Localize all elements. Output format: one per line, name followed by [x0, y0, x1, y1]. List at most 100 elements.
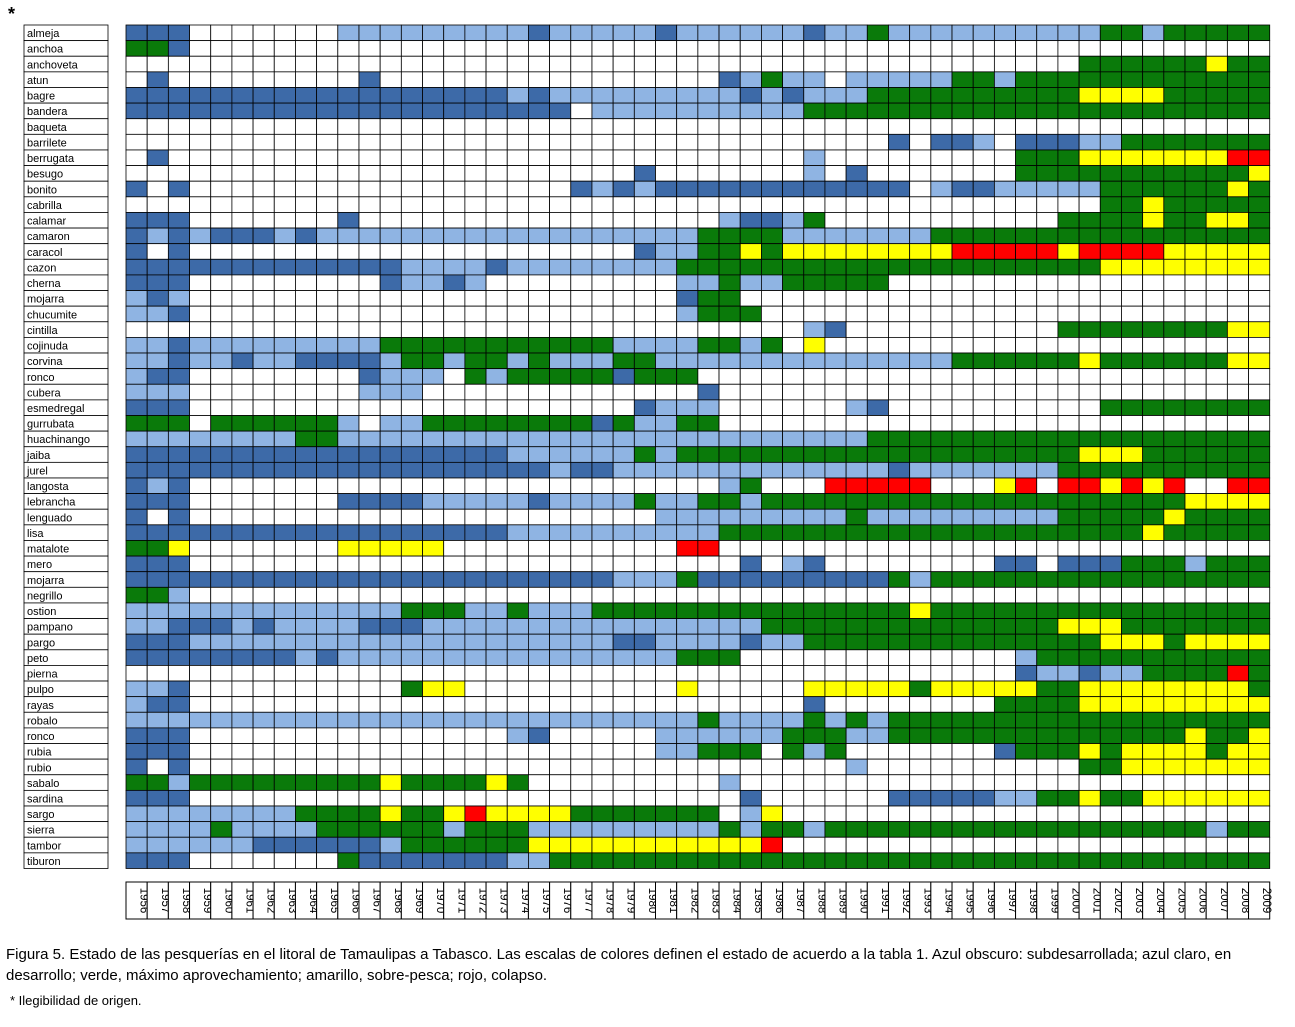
heatmap-cell — [718, 40, 741, 57]
heatmap-cell — [633, 665, 656, 682]
heatmap-cell — [337, 180, 360, 198]
heatmap-cell — [951, 571, 974, 588]
heatmap-cell — [549, 540, 572, 557]
heatmap-cell — [506, 446, 529, 463]
heatmap-cell — [1142, 555, 1165, 573]
heatmap-cell — [1142, 305, 1165, 323]
heatmap-cell — [295, 493, 318, 510]
heatmap-cell — [358, 212, 381, 229]
heatmap-cell — [824, 446, 847, 463]
heatmap-cell — [845, 336, 868, 354]
heatmap-cell — [1205, 758, 1228, 776]
heatmap-cell — [1248, 368, 1271, 385]
heatmap-cell — [739, 555, 762, 573]
heatmap-cell — [909, 446, 932, 463]
heatmap-cell — [443, 415, 466, 432]
heatmap-cell — [1163, 602, 1186, 619]
heatmap-cell — [655, 555, 678, 573]
heatmap-cell — [400, 461, 423, 479]
heatmap-cell — [549, 180, 572, 198]
heatmap-cell — [358, 461, 381, 479]
heatmap-cell — [146, 399, 169, 416]
heatmap-cell — [358, 758, 381, 776]
species-label: mero — [27, 559, 52, 571]
heatmap-cell — [1015, 165, 1038, 182]
heatmap-cell — [167, 133, 190, 151]
heatmap-cell — [718, 461, 741, 479]
heatmap-cell — [1184, 274, 1207, 291]
heatmap-cell — [273, 352, 296, 370]
heatmap-cell — [591, 305, 614, 323]
heatmap-cell — [930, 446, 953, 463]
heatmap-cell — [1015, 618, 1038, 635]
heatmap-cell — [633, 727, 656, 744]
heatmap-cell — [782, 118, 805, 135]
species-label: ostion — [27, 606, 56, 618]
heatmap-cell — [125, 71, 148, 88]
heatmap-cell — [146, 227, 169, 245]
heatmap-cell — [379, 118, 402, 135]
heatmap-cell — [655, 24, 678, 42]
heatmap-cell — [549, 743, 572, 760]
heatmap-cell — [528, 852, 550, 869]
heatmap-cell — [1184, 71, 1207, 88]
heatmap-cell — [972, 805, 995, 823]
heatmap-cell — [485, 102, 508, 120]
heatmap-cell — [972, 290, 995, 307]
heatmap-cell — [591, 602, 614, 619]
heatmap-cell — [189, 493, 212, 510]
heatmap-cell — [146, 649, 169, 666]
heatmap-cell — [761, 805, 783, 823]
heatmap-cell — [210, 571, 233, 588]
heatmap-cell — [1226, 602, 1249, 619]
heatmap-cell — [295, 180, 318, 198]
heatmap-cell — [358, 805, 381, 823]
heatmap-cell — [528, 524, 550, 541]
heatmap-cell — [189, 336, 212, 354]
heatmap-cell — [866, 618, 889, 635]
heatmap-cell — [1226, 383, 1249, 401]
heatmap-cell — [697, 383, 720, 401]
heatmap-cell — [231, 368, 254, 385]
heatmap-cell — [1057, 446, 1080, 463]
heatmap-cell — [252, 852, 275, 869]
heatmap-cell — [1057, 415, 1080, 432]
heatmap-cell — [1057, 665, 1080, 682]
heatmap-cell — [909, 399, 932, 416]
heatmap-cell — [210, 430, 233, 448]
heatmap-cell — [824, 508, 847, 526]
heatmap-cell — [231, 336, 254, 354]
heatmap-cell — [570, 383, 593, 401]
heatmap-cell — [1036, 149, 1059, 166]
heatmap-cell — [1036, 196, 1059, 213]
heatmap-cell — [295, 586, 318, 604]
heatmap-cell — [125, 227, 148, 245]
heatmap-cell — [1036, 711, 1059, 729]
heatmap-cell — [909, 383, 932, 401]
heatmap-cell — [1163, 461, 1186, 479]
heatmap-cell — [400, 227, 423, 245]
heatmap-cell — [422, 336, 445, 354]
heatmap-cell — [697, 415, 720, 432]
heatmap-cell — [951, 102, 974, 120]
heatmap-cell — [549, 118, 572, 135]
heatmap-cell — [718, 665, 741, 682]
heatmap-cell — [167, 743, 190, 760]
year-label: 1977 — [582, 888, 594, 914]
heatmap-cell — [909, 540, 932, 557]
heatmap-cell — [1226, 665, 1249, 682]
heatmap-cell — [1099, 24, 1122, 42]
heatmap-cell — [295, 680, 318, 698]
heatmap-cell — [676, 571, 699, 588]
heatmap-cell — [1057, 227, 1080, 245]
heatmap-cell — [316, 196, 339, 213]
heatmap-cell — [591, 758, 614, 776]
heatmap-cell — [316, 665, 339, 682]
heatmap-cell — [485, 212, 508, 229]
heatmap-cell — [1142, 852, 1165, 869]
heatmap-cell — [930, 493, 953, 510]
heatmap-cell — [337, 71, 360, 88]
heatmap-cell — [273, 477, 296, 495]
heatmap-cell — [1142, 383, 1165, 401]
heatmap-cell — [888, 711, 911, 729]
